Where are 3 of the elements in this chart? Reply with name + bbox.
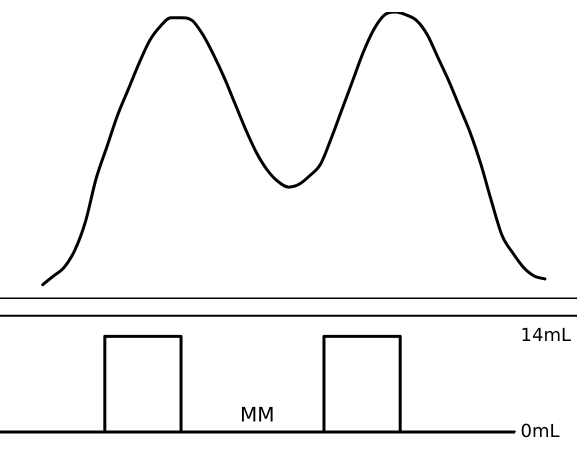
y-tick-label: 14mL (520, 325, 571, 346)
annotation: MM (240, 402, 275, 426)
y-tick-label: 0mL (520, 420, 560, 442)
